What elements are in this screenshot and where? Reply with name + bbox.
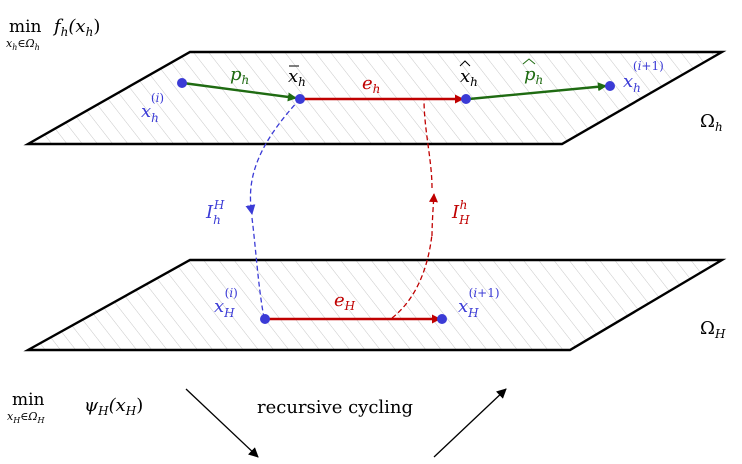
- restriction-arrow: [245, 98, 301, 215]
- arrow-p-hat-h: [468, 82, 607, 101]
- point-x-h-next: [605, 81, 615, 91]
- svg-text:min: min: [9, 17, 42, 37]
- cycle-up-arrow: [433, 388, 507, 458]
- caption: recursive cycling: [257, 397, 413, 418]
- fine-plane-label: Ωh: [700, 111, 723, 134]
- svg-text:fh(xh): fh(xh): [52, 16, 100, 39]
- arrow-p-h: [182, 81, 297, 102]
- point-x-bar-h: [295, 94, 305, 104]
- svg-text:min: min: [12, 390, 45, 410]
- coarse-objective: min xH∈ΩH ψH(xH): [7, 390, 143, 425]
- restriction-label: IhH: [205, 198, 225, 227]
- svg-text:xH∈ΩH: xH∈ΩH: [7, 410, 45, 425]
- svg-text:ψH(xH): ψH(xH): [84, 395, 143, 418]
- prolongation-arrow-upper: [423, 98, 433, 189]
- svg-text:xh∈Ωh: xh∈Ωh: [6, 37, 40, 52]
- coarse-plane: [23, 258, 727, 352]
- point-x-h-i: [177, 78, 187, 88]
- coarse-plane-label: ΩH: [700, 318, 726, 341]
- restriction-arrow-tail: [251, 217, 265, 319]
- point-x-H-next: [437, 314, 447, 324]
- point-x-H-i: [260, 314, 270, 324]
- prolongation-label: IHh: [451, 198, 470, 227]
- svg-text:IHh: IHh: [451, 198, 470, 227]
- fine-objective: min xh∈Ωh fh(xh): [6, 16, 100, 52]
- prolongation-arrow: [429, 193, 438, 237]
- prolongation-arrow-tail: [391, 233, 433, 319]
- cycle-down-arrow: [185, 388, 259, 458]
- point-x-hat-h: [461, 94, 471, 104]
- svg-text:IhH: IhH: [205, 198, 225, 227]
